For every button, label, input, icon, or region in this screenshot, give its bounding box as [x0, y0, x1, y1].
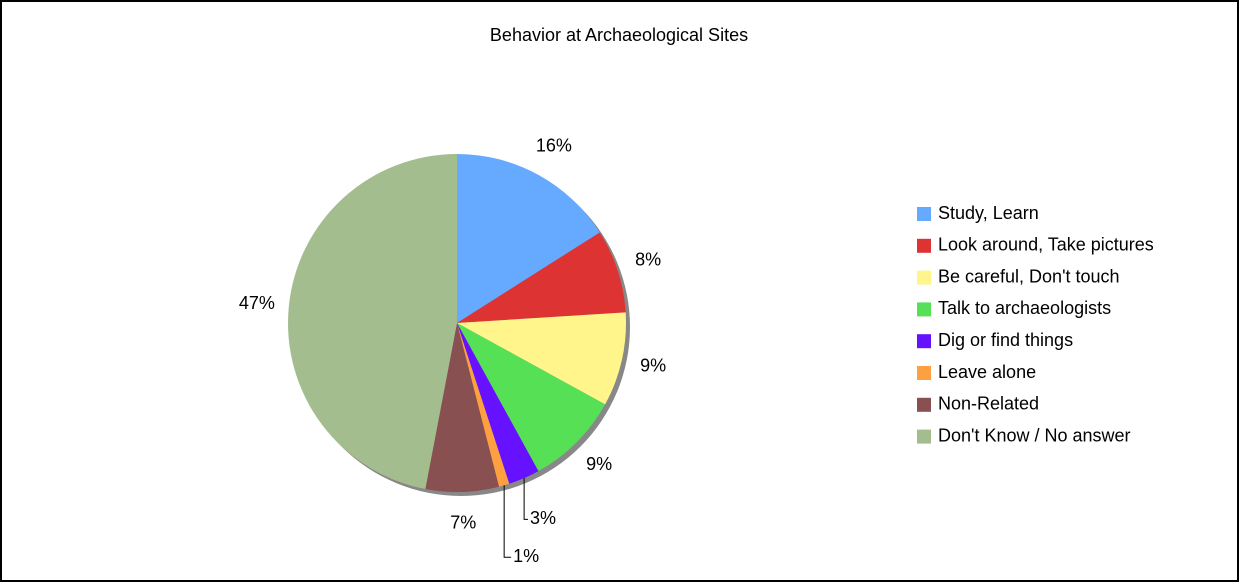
legend-label: Study, Learn [938, 203, 1039, 223]
pie-slice [457, 232, 626, 323]
leader-line [523, 478, 528, 520]
chart-title: Behavior at Archaeological Sites [490, 25, 748, 45]
data-label: 1% [513, 546, 539, 566]
legend-swatch [917, 270, 931, 285]
data-label: 16% [536, 136, 572, 156]
legend-label: Don't Know / No answer [938, 425, 1131, 445]
legend-swatch [917, 429, 931, 444]
legend-swatch [917, 397, 931, 412]
pie-slice [287, 154, 457, 490]
legend-swatch [917, 207, 931, 221]
pie-slice [457, 312, 626, 405]
legend-label: Non-Related [938, 394, 1039, 414]
pie-slice [425, 323, 500, 492]
data-label: 9% [640, 356, 666, 376]
legend-label: Look around, Take pictures [938, 235, 1154, 255]
data-label: 3% [530, 508, 556, 528]
legend-label: Talk to archaeologists [938, 298, 1111, 318]
pie-slice [457, 323, 510, 487]
data-label: 7% [450, 513, 476, 533]
legend-label: Dig or find things [938, 330, 1073, 350]
pie-slice [457, 323, 606, 472]
legend-swatch [917, 366, 931, 380]
pie-slice [457, 323, 539, 484]
pie-slice [457, 154, 600, 323]
leader-line [503, 485, 512, 558]
legend-label: Be careful, Don't touch [938, 266, 1120, 286]
data-label: 8% [635, 250, 661, 270]
legend-swatch [917, 302, 931, 317]
data-label: 9% [586, 454, 612, 474]
legend-label: Leave alone [938, 362, 1036, 382]
legend-swatch [917, 238, 931, 253]
legend-swatch [917, 334, 931, 349]
data-label: 47% [239, 293, 275, 313]
